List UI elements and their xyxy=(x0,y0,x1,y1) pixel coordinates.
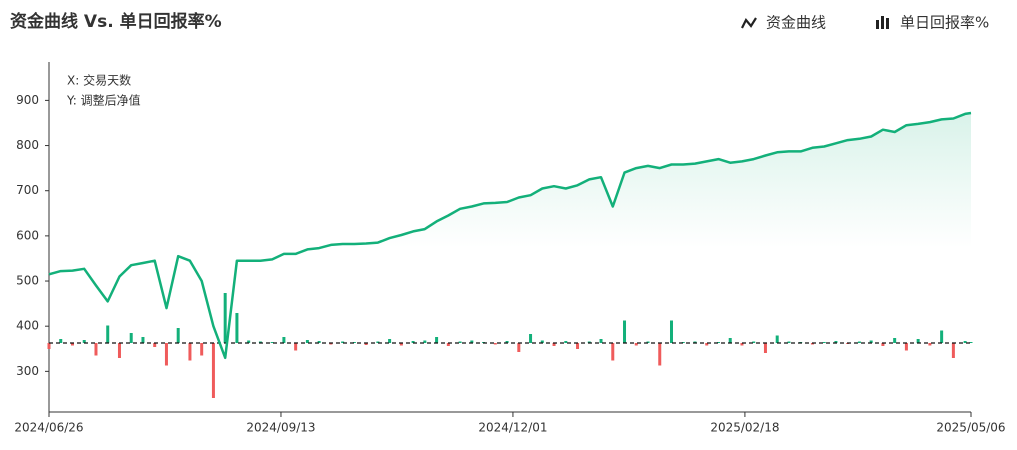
bar xyxy=(623,320,627,343)
bar xyxy=(317,341,321,343)
y-tick-label: 900 xyxy=(16,93,39,107)
bar xyxy=(141,337,145,343)
bar xyxy=(611,343,615,361)
bar xyxy=(411,341,415,343)
bar xyxy=(834,341,838,343)
y-tick-label: 500 xyxy=(16,274,39,288)
x-tick-label: 2024/12/01 xyxy=(478,421,547,435)
bar xyxy=(740,343,744,346)
bar xyxy=(505,341,509,343)
legend-label[interactable]: 资金曲线 xyxy=(766,14,826,32)
bar xyxy=(247,340,251,343)
area xyxy=(49,113,971,412)
bar xyxy=(681,342,685,343)
bar xyxy=(564,341,568,343)
chart-title: 资金曲线 Vs. 单日回报率% xyxy=(10,11,222,32)
legend-label[interactable]: 单日回报率% xyxy=(900,14,989,32)
bar xyxy=(258,341,262,343)
bar xyxy=(47,343,51,349)
bar xyxy=(164,343,168,366)
bar xyxy=(940,330,944,343)
bar xyxy=(153,343,157,347)
bar xyxy=(576,343,580,349)
bar xyxy=(106,325,110,343)
bar xyxy=(200,343,204,356)
bar xyxy=(423,340,427,343)
bar xyxy=(752,341,756,343)
bar xyxy=(928,343,932,346)
bar xyxy=(951,343,955,358)
bar xyxy=(352,342,356,343)
bar xyxy=(587,341,591,343)
bar xyxy=(235,313,239,343)
y-tick-label: 300 xyxy=(16,364,39,378)
bar xyxy=(94,343,98,356)
bar xyxy=(822,342,826,343)
legend-line-icon xyxy=(741,17,757,29)
bar xyxy=(329,343,333,345)
bar xyxy=(117,343,121,358)
bar xyxy=(270,342,274,343)
bar xyxy=(458,341,462,343)
bar xyxy=(728,338,732,343)
y-tick-label: 700 xyxy=(16,183,39,197)
bar xyxy=(775,335,779,343)
bar xyxy=(716,342,720,343)
bar xyxy=(904,343,908,351)
bar xyxy=(470,340,474,343)
bar xyxy=(763,343,767,353)
bar xyxy=(810,343,814,345)
bar xyxy=(188,343,192,361)
y-tick-label: 800 xyxy=(16,138,39,152)
line xyxy=(48,111,972,360)
bar xyxy=(963,341,967,343)
bar xyxy=(893,338,897,343)
bar xyxy=(364,343,368,345)
x-tick-label: 2024/06/26 xyxy=(14,421,83,435)
bar xyxy=(493,343,497,345)
bar xyxy=(82,340,86,343)
bar xyxy=(211,343,215,398)
bar xyxy=(857,341,861,343)
bar xyxy=(669,320,673,343)
annotation: Y: 调整后净值 xyxy=(66,93,141,108)
annotation: X: 交易天数 xyxy=(67,73,131,88)
bar xyxy=(376,341,380,343)
bar xyxy=(176,328,180,343)
bar xyxy=(223,293,227,343)
bar xyxy=(658,343,662,366)
legend-bar-icon xyxy=(876,16,889,29)
bar xyxy=(916,339,920,343)
bar xyxy=(517,343,521,352)
bar xyxy=(646,341,650,343)
bar xyxy=(399,343,403,346)
x-tick-label: 2025/02/18 xyxy=(710,421,779,435)
bar xyxy=(446,343,450,346)
bar xyxy=(969,342,973,343)
bar xyxy=(787,341,791,343)
bar xyxy=(59,339,63,343)
bar xyxy=(869,340,873,343)
bar xyxy=(881,343,885,346)
bar xyxy=(634,343,638,346)
bar xyxy=(705,343,709,346)
bar xyxy=(70,343,74,346)
x-tick-label: 2025/05/06 xyxy=(936,421,1005,435)
bar xyxy=(388,339,392,343)
bar xyxy=(552,343,556,346)
bar xyxy=(540,340,544,343)
bar xyxy=(599,339,603,343)
bar xyxy=(129,333,133,343)
bar xyxy=(305,340,309,343)
bar xyxy=(294,343,298,351)
bar xyxy=(529,334,533,343)
y-tick-label: 600 xyxy=(16,228,39,242)
bar xyxy=(435,337,439,343)
bar xyxy=(341,341,345,343)
bar xyxy=(693,341,697,343)
y-tick-label: 400 xyxy=(16,319,39,333)
bar xyxy=(282,337,286,343)
x-tick-label: 2024/09/13 xyxy=(246,421,315,435)
